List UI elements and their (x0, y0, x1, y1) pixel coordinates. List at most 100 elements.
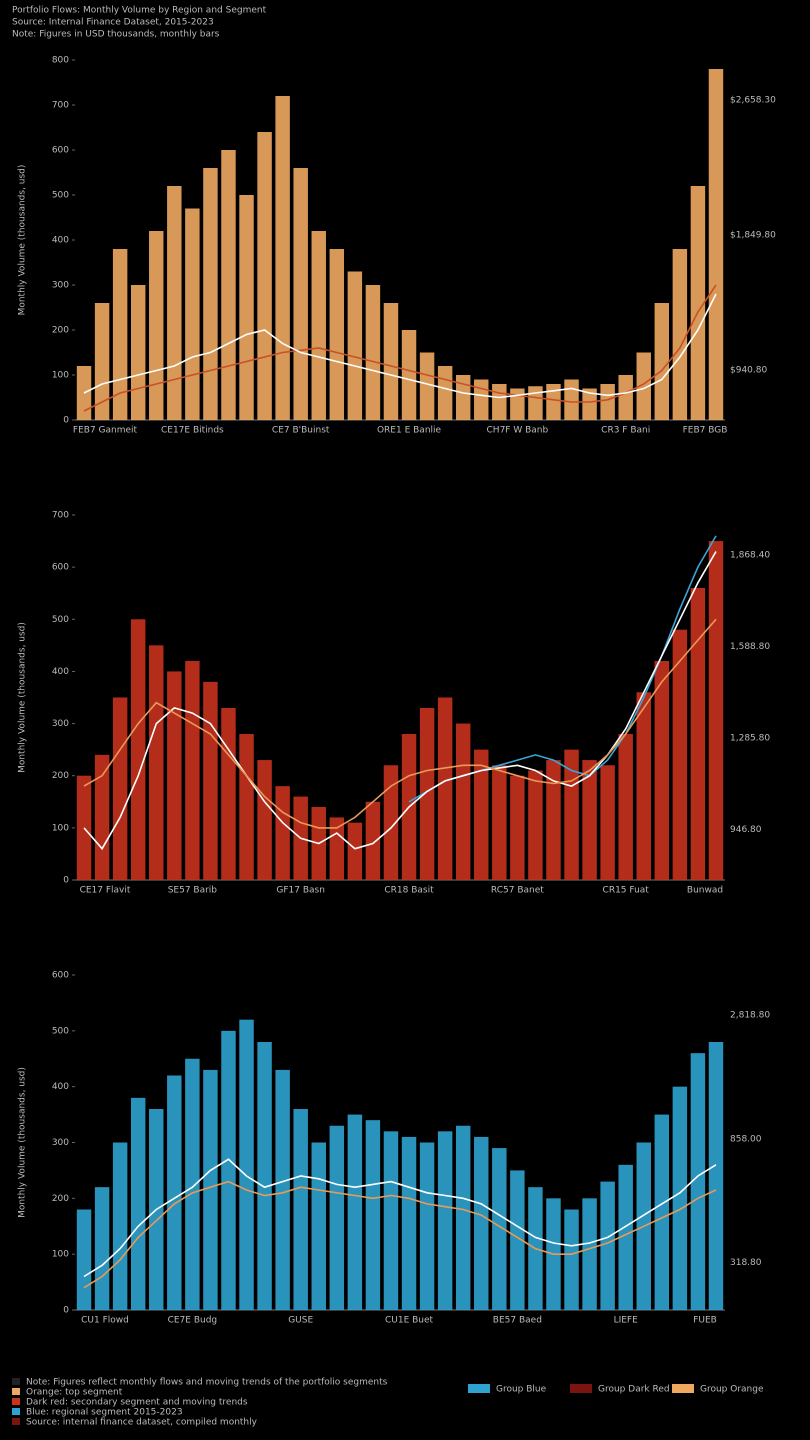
x-tick-label: ORE1 E Banlie (377, 426, 442, 436)
legend-label: Group Dark Red (598, 1385, 670, 1395)
bar (347, 1114, 363, 1310)
bar (419, 1142, 435, 1310)
annotation: $2,658.30 (730, 96, 776, 106)
y-tick-label: 400 (52, 236, 69, 246)
annotation: 1,285.80 (730, 734, 770, 744)
bar (221, 150, 236, 420)
y-tick-label: 0 (63, 876, 69, 886)
bar (149, 645, 164, 880)
note-text: Dark red: secondary segment and moving t… (26, 1398, 248, 1408)
bar (365, 285, 381, 420)
bar (185, 208, 200, 420)
y-axis-title: Monthly Volume (thousands, usd) (18, 165, 28, 316)
bar (618, 375, 633, 420)
bar (510, 388, 525, 420)
bar (708, 1042, 724, 1310)
x-tick-label: CE7E Budg (168, 1316, 218, 1326)
bar (510, 1170, 525, 1310)
bar (708, 69, 724, 420)
bar (492, 765, 507, 880)
bar (221, 707, 236, 880)
bar (672, 1086, 688, 1310)
bar (329, 249, 345, 420)
legend-swatch (672, 1384, 694, 1393)
x-tick-label: FEB7 Ganmeit (73, 426, 138, 436)
bar (564, 379, 579, 420)
x-tick-label: CU1E Buet (385, 1316, 434, 1326)
bar (293, 1109, 308, 1310)
bar (311, 1142, 326, 1310)
bar (239, 734, 254, 880)
bar (365, 1120, 381, 1310)
bar (672, 629, 688, 880)
x-tick-label: CR18 Basit (384, 886, 434, 896)
note-text: Orange: top segment (26, 1388, 123, 1398)
y-tick-label: 700 (52, 101, 69, 111)
bar (329, 1125, 345, 1310)
bar (167, 186, 182, 420)
bar (437, 697, 453, 880)
x-tick-label: RC57 Banet (491, 886, 544, 896)
note-text: Blue: regional segment 2015-2023 (26, 1408, 183, 1418)
bar (690, 1053, 706, 1310)
x-tick-label: CH7F W Banb (487, 426, 549, 436)
bar (365, 801, 381, 880)
note-swatch (12, 1378, 20, 1385)
bar (221, 1030, 236, 1310)
bar (582, 760, 597, 880)
bar (329, 817, 345, 880)
y-axis-title: Monthly Volume (thousands, usd) (18, 1067, 28, 1218)
bar (185, 661, 200, 880)
bar (690, 186, 706, 420)
bar (564, 1209, 579, 1310)
x-tick-label: LIEFE (614, 1316, 639, 1326)
bar (672, 249, 688, 420)
bar (275, 1069, 290, 1310)
note-swatch (12, 1398, 20, 1405)
bar (437, 366, 453, 420)
bar (94, 1187, 110, 1310)
bar (582, 1198, 597, 1310)
bar (618, 734, 633, 880)
y-tick-label: 600 (52, 563, 69, 573)
bar (564, 749, 579, 880)
bar (203, 681, 218, 880)
bar (654, 661, 670, 880)
bar (419, 352, 435, 420)
bar (347, 822, 363, 880)
bar (112, 1142, 128, 1310)
bar (347, 271, 363, 420)
x-tick-label: CE17 Flavit (80, 886, 131, 896)
bar (257, 760, 272, 880)
x-tick-label: CU1 Flowd (81, 1316, 129, 1326)
y-tick-label: 200 (52, 326, 69, 336)
bar (275, 96, 290, 420)
x-tick-label: BE57 Baed (493, 1316, 542, 1326)
y-tick-label: 100 (52, 823, 69, 833)
annotation: $940.80 (730, 366, 767, 376)
y-tick-label: 300 (52, 1138, 69, 1148)
y-tick-label: 800 (52, 56, 69, 66)
y-tick-label: 400 (52, 1082, 69, 1092)
y-tick-label: 700 (52, 511, 69, 521)
bar (203, 1069, 218, 1310)
bar (654, 303, 670, 420)
bar (383, 303, 399, 420)
bar (528, 770, 543, 880)
bar (239, 195, 254, 420)
annotation: $1,849.80 (730, 231, 776, 241)
note-text: Note: Figures reflect monthly flows and … (26, 1378, 388, 1388)
bar (167, 1075, 182, 1310)
bar (492, 1148, 507, 1310)
bar (130, 285, 146, 420)
bar (76, 1209, 92, 1310)
bar (474, 379, 489, 420)
bar (167, 671, 182, 880)
header-line: Portfolio Flows: Monthly Volume by Regio… (12, 6, 267, 16)
y-tick-label: 400 (52, 667, 69, 677)
bar (130, 1097, 146, 1310)
legend-swatch (570, 1384, 592, 1393)
bar (112, 249, 128, 420)
bar (582, 388, 597, 420)
